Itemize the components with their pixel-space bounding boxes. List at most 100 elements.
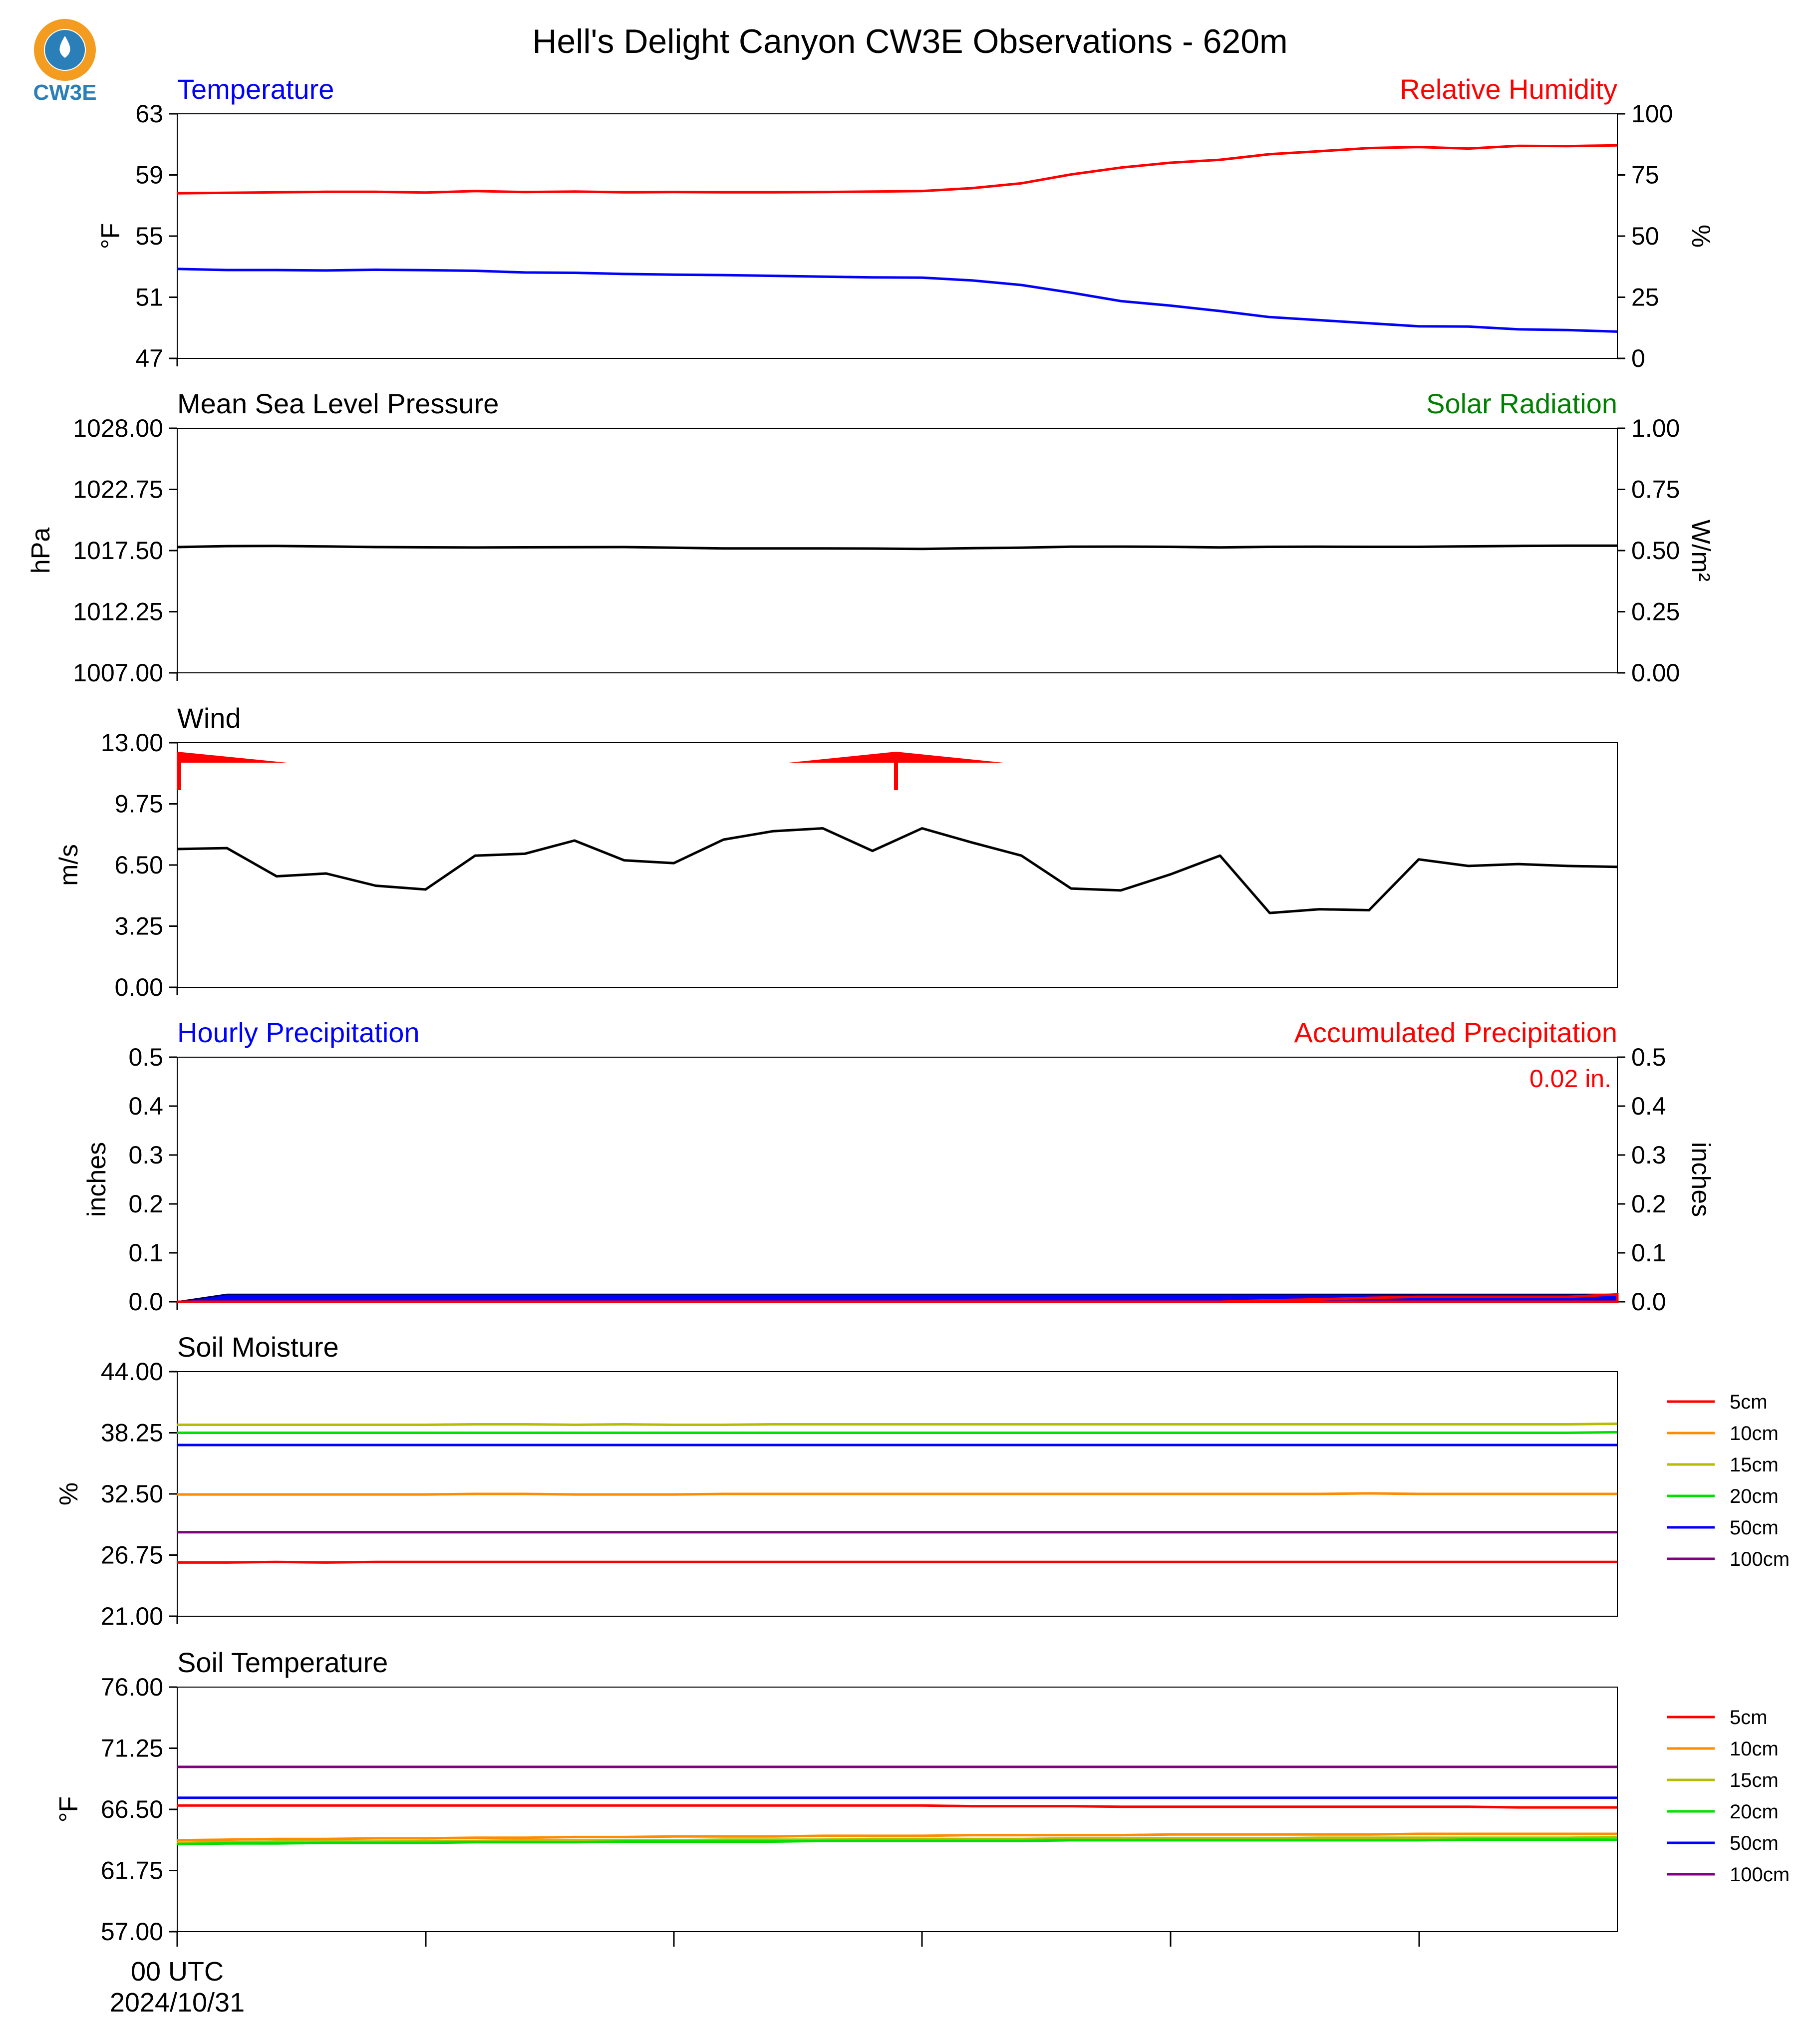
y-right-axis-label: W/m²: [1686, 520, 1715, 581]
legend-label: 5cm: [1730, 1391, 1768, 1413]
y-right-tick-label: 0: [1631, 344, 1645, 372]
legend: 5cm 10cm 15cm 20cm 50cm 100cm: [1667, 1707, 1790, 1886]
y-tick-label: 0.3: [128, 1141, 163, 1169]
y-right-tick-label: 0.5: [1631, 1043, 1666, 1071]
y-tick-label: 55: [135, 222, 163, 250]
y-right-tick-label: 0.1: [1631, 1239, 1666, 1267]
accumulated-total-label: 0.02 in.: [1529, 1065, 1611, 1093]
y-tick-label: 9.75: [115, 790, 163, 818]
y-axis-label: %: [54, 1482, 83, 1505]
y-tick-label: 76.00: [101, 1673, 163, 1701]
series-20cm: [177, 1431, 1618, 1434]
plot-frame: [177, 1687, 1618, 1932]
y-tick-label: 0.1: [128, 1239, 163, 1267]
panel-3: Wind 13.00 9.75 6.50 3.25 0.00 m/s: [54, 702, 1618, 1001]
plot-frame: [177, 1057, 1618, 1302]
y-tick-label: 51: [135, 284, 163, 311]
x-start-label: 00 UTC: [131, 1957, 224, 1987]
y-right-tick-label: 100: [1631, 100, 1673, 128]
series-relative-humidity: [177, 144, 1618, 195]
wind-barb-1: [177, 752, 287, 790]
panel-title-right: Solar Radiation: [1426, 388, 1617, 419]
y-tick-label: 47: [135, 344, 163, 372]
y-right-tick-label: 0.4: [1631, 1092, 1666, 1120]
y-axis-label: hPa: [26, 528, 55, 574]
legend-label: 10cm: [1730, 1423, 1779, 1445]
y-tick-label: 1012.25: [73, 598, 163, 626]
series-20cm: [177, 1838, 1617, 1846]
y-tick-label: 71.25: [101, 1735, 163, 1762]
chart-panels: Temperature Relative Humidity 63 59 55 51 47 10…: [26, 73, 1790, 1947]
y-tick-label: 1022.75: [73, 476, 163, 504]
y-tick-label: 21.00: [101, 1602, 163, 1630]
y-right-tick-label: 0.75: [1631, 476, 1680, 504]
y-right-tick-label: 0.25: [1631, 598, 1680, 626]
wind-barb-flag: [177, 752, 287, 763]
y-tick-label: 0.0: [128, 1288, 163, 1316]
y-tick-label: 1007.00: [73, 659, 163, 687]
y-tick-label: 6.50: [115, 851, 163, 879]
y-tick-label: 66.50: [101, 1795, 163, 1823]
panel-5: Soil Moisture 44.00 38.25 32.50 26.75 21.00% 5…: [54, 1331, 1790, 1630]
figure-title: Hell's Delight Canyon CW3E Observations …: [532, 22, 1287, 60]
series-accumulated-precipitation: [177, 1293, 1619, 1303]
panel-title-left: Wind: [177, 702, 241, 734]
y-tick-label: 0.00: [115, 973, 163, 1001]
legend-label: 100cm: [1730, 1548, 1790, 1570]
panel-title-left: Mean Sea Level Pressure: [177, 388, 499, 419]
panel-title-right: Relative Humidity: [1400, 73, 1617, 105]
series-temperature: [177, 268, 1618, 333]
panel-6: Soil Temperature 76.00 71.25 66.50 61.75 57.0…: [54, 1647, 1790, 1947]
legend: 5cm 10cm 15cm 20cm 50cm 100cm: [1667, 1391, 1790, 1570]
y-right-tick-label: 50: [1631, 222, 1659, 250]
y-tick-label: 1028.00: [73, 414, 163, 442]
cw3e-logo-icon: [34, 19, 96, 81]
cw3e-logo-drop: [59, 36, 70, 58]
y-axis-label: m/s: [54, 844, 83, 886]
y-right-tick-label: 0.00: [1631, 659, 1680, 687]
panel-title-left: Soil Temperature: [177, 1647, 388, 1678]
series-10cm: [177, 1492, 1617, 1496]
y-axis-label: °F: [96, 223, 125, 250]
series-10cm: [177, 1832, 1617, 1842]
legend-label: 50cm: [1730, 1517, 1779, 1539]
panel-1: Temperature Relative Humidity 63 59 55 51 47 10…: [96, 73, 1715, 372]
plot-frame: [177, 113, 1618, 359]
y-tick-label: 3.25: [115, 912, 163, 940]
x-start-date: 2024/10/31: [110, 1988, 245, 2018]
y-right-tick-label: 1.00: [1631, 414, 1680, 442]
y-right-axis-label: inches: [1686, 1142, 1715, 1217]
legend-label: 100cm: [1730, 1864, 1790, 1886]
legend-label: 15cm: [1730, 1769, 1779, 1791]
legend-label: 10cm: [1730, 1738, 1779, 1760]
y-right-tick-label: 0.2: [1631, 1190, 1666, 1218]
y-tick-label: 1017.50: [73, 537, 163, 565]
y-tick-label: 0.4: [128, 1092, 163, 1120]
panel-title-left: Hourly Precipitation: [177, 1017, 420, 1048]
legend-label: 20cm: [1730, 1485, 1779, 1507]
panel-title-left: Soil Moisture: [177, 1331, 339, 1363]
y-right-axis-label: %: [1686, 225, 1715, 248]
series-mean-sea-level-pressure: [177, 544, 1617, 551]
y-tick-label: 59: [135, 161, 163, 189]
y-tick-label: 61.75: [101, 1857, 163, 1885]
series-15cm: [177, 1422, 1618, 1426]
y-right-tick-label: 75: [1631, 161, 1659, 189]
y-right-tick-label: 0.3: [1631, 1141, 1666, 1169]
plot-frame: [177, 428, 1618, 673]
panel-4: Hourly Precipitation Accumulated Precipit…: [82, 1017, 1715, 1316]
y-tick-label: 0.5: [128, 1043, 163, 1071]
y-tick-label: 44.00: [101, 1358, 163, 1386]
y-tick-label: 38.25: [101, 1419, 163, 1447]
y-right-tick-label: 0.0: [1631, 1288, 1666, 1316]
legend-label: 5cm: [1730, 1707, 1768, 1729]
y-tick-label: 63: [135, 100, 163, 128]
cw3e-logo: CW3E: [33, 19, 97, 105]
series-5cm: [177, 1804, 1617, 1809]
panel-title-left: Temperature: [177, 73, 334, 105]
panel-2: Mean Sea Level Pressure Solar Radiation 10…: [26, 388, 1715, 687]
y-tick-label: 13.00: [101, 729, 163, 757]
y-tick-label: 0.2: [128, 1190, 163, 1218]
logo-text: CW3E: [33, 80, 96, 105]
